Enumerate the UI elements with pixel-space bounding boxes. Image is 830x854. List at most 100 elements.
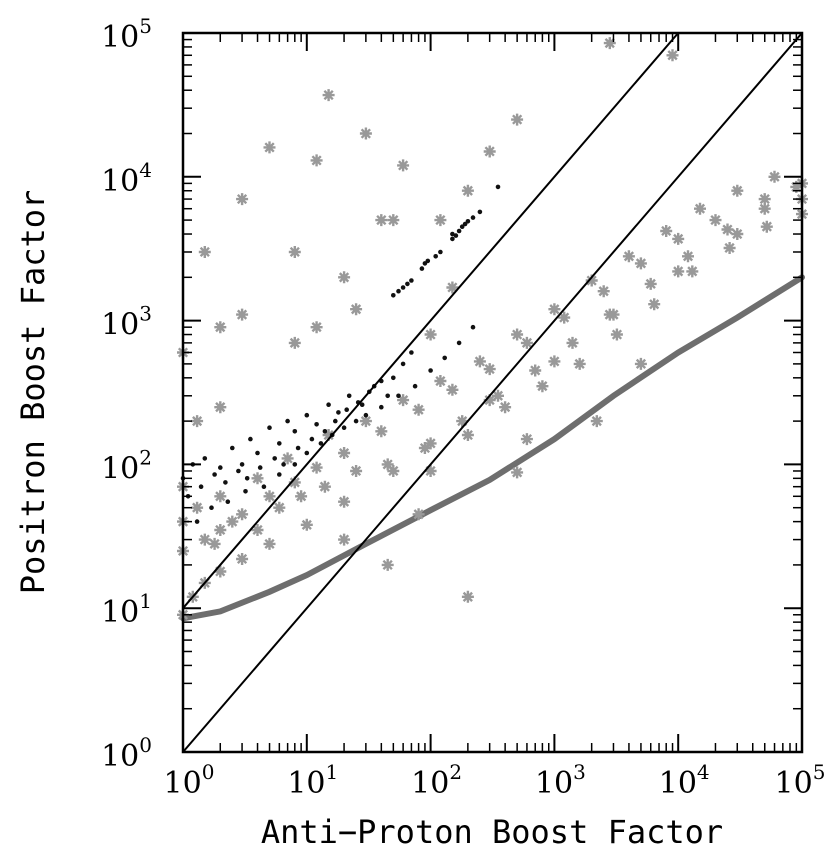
asterisk-point: [603, 308, 616, 321]
asterisk-point: [456, 415, 469, 428]
dot-point: [470, 215, 476, 220]
dot-point: [450, 231, 455, 237]
dot-point: [218, 465, 223, 470]
data-points: [177, 37, 808, 622]
dot-point: [314, 422, 319, 427]
dot-point: [326, 402, 331, 408]
asterisk-point: [573, 357, 586, 370]
asterisk-point: [263, 141, 276, 154]
asterisk-point: [375, 425, 388, 438]
dot-point: [277, 441, 282, 446]
dot-point: [202, 456, 208, 461]
asterisk-point: [634, 357, 647, 370]
asterisk-point: [483, 363, 496, 376]
y-tick-label: 100: [101, 733, 152, 774]
asterisk-point: [723, 242, 736, 254]
dot-point: [405, 281, 410, 287]
dot-point: [277, 472, 282, 477]
dot-point: [336, 410, 341, 415]
asterisk-point: [520, 336, 533, 349]
reference-line-1: [182, 32, 679, 609]
asterisk-point: [731, 228, 744, 240]
asterisk-point: [198, 246, 211, 258]
asterisk-point: [214, 565, 227, 578]
asterisk-point: [338, 271, 351, 284]
asterisk-point: [300, 518, 313, 531]
asterisk-point: [529, 364, 542, 377]
dot-point: [295, 445, 301, 451]
dot-point: [322, 429, 328, 434]
x-tick-label: 104: [659, 760, 710, 801]
dot-point: [243, 489, 248, 494]
asterisk-point: [590, 415, 603, 428]
asterisk-point: [350, 303, 363, 316]
dot-point: [212, 472, 217, 477]
asterisk-point: [536, 380, 549, 393]
dot-point: [433, 253, 439, 259]
y-tick-label: 104: [101, 158, 152, 199]
asterisk-point: [634, 257, 647, 270]
y-tick-label: 102: [101, 445, 152, 486]
asterisk-point: [226, 515, 239, 528]
x-tick-label: 101: [287, 760, 338, 801]
asterisk-point: [424, 465, 437, 477]
dot-point: [450, 236, 455, 242]
dot-point: [239, 462, 245, 467]
asterisk-point: [338, 495, 351, 508]
asterisk-point: [288, 246, 301, 258]
asterisk-point: [790, 180, 803, 193]
asterisk-point: [214, 401, 227, 414]
dot-point: [363, 412, 369, 418]
asterisk-point: [288, 476, 301, 489]
asterisk-point: [483, 394, 496, 407]
asterisk-point: [446, 281, 459, 294]
asterisk-point: [397, 394, 410, 407]
asterisk-point: [263, 490, 276, 503]
reference-lines: [182, 32, 803, 753]
dot-point: [442, 355, 448, 361]
asterisk-point: [359, 415, 372, 428]
asterisk-point: [731, 184, 744, 197]
y-axis-title: Positron Boost Factor: [14, 190, 52, 595]
lower-band-curve: [180, 274, 805, 622]
dot-point: [409, 350, 414, 355]
dot-point: [409, 278, 414, 283]
asterisk-point: [251, 472, 264, 485]
dot-point: [412, 383, 418, 389]
asterisk-point: [511, 113, 524, 126]
dot-point: [281, 462, 286, 467]
asterisk-point: [461, 590, 474, 603]
asterisk-point: [424, 437, 437, 450]
plot-border: [181, 31, 804, 754]
dot-point: [333, 418, 338, 424]
x-axis-title: Anti−Proton Boost Factor: [261, 813, 723, 851]
asterisk-point: [760, 220, 773, 233]
dot-point: [267, 425, 272, 431]
dot-point: [385, 393, 391, 399]
asterisk-point: [236, 508, 249, 521]
asterisk-point: [758, 202, 771, 215]
asterisk-point: [648, 298, 661, 311]
x-tick-label: 105: [775, 760, 826, 801]
dot-point: [309, 436, 315, 442]
asterisk-point: [387, 465, 400, 477]
asterisk-point: [397, 159, 410, 172]
x-tick-labels: 100 101 102 103 104 105: [164, 760, 826, 801]
dot-point: [194, 519, 200, 524]
dot-point: [422, 261, 428, 266]
asterisk-point: [566, 336, 579, 349]
asterisk-point: [322, 429, 335, 441]
dot-point: [391, 375, 396, 381]
dot-point: [477, 209, 483, 215]
asterisk-point: [310, 321, 323, 334]
y-tick-label: 103: [101, 302, 152, 343]
dot-point: [261, 484, 267, 490]
asterisk-point: [424, 328, 437, 341]
y-tick-label: 101: [101, 589, 152, 630]
dot-point: [353, 418, 359, 424]
dot-point: [396, 288, 401, 294]
asterisk-point: [610, 328, 623, 341]
asterisk-point: [644, 277, 657, 290]
asterisk-point: [191, 415, 204, 428]
